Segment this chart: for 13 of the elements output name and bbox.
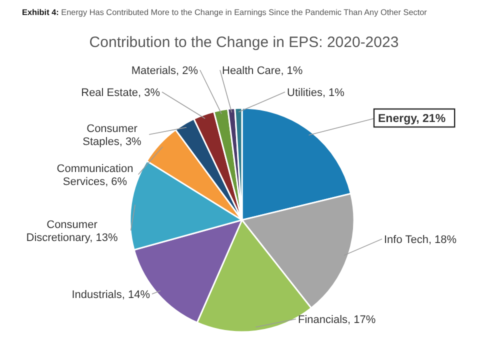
slice-label: Industrials, 14% <box>72 289 150 301</box>
slice-label: Utilities, 1% <box>287 87 345 99</box>
slice-label: Energy, 21% <box>378 113 446 125</box>
slice-label: Financials, 17% <box>298 314 376 326</box>
chart-subtitle: Contribution to the Change in EPS: 2020-2023 <box>89 34 399 51</box>
slice-label: Real Estate, 3% <box>81 87 160 99</box>
slice-label: Health Care, 1% <box>222 65 303 77</box>
slice-label: Info Tech, 18% <box>384 234 457 246</box>
chart-title: Exhibit 4: Energy Has Contributed More to the Change in Earnings Since the Pandemic Than Any Other Sector <box>22 8 428 17</box>
slice-label: Consumer Staples, 3% <box>82 123 142 148</box>
slice-label: Materials, 2% <box>131 65 198 77</box>
slice-label: Communication Services, 6% <box>56 163 134 188</box>
slice-label: Consumer Discretionary, 13% <box>26 219 118 244</box>
